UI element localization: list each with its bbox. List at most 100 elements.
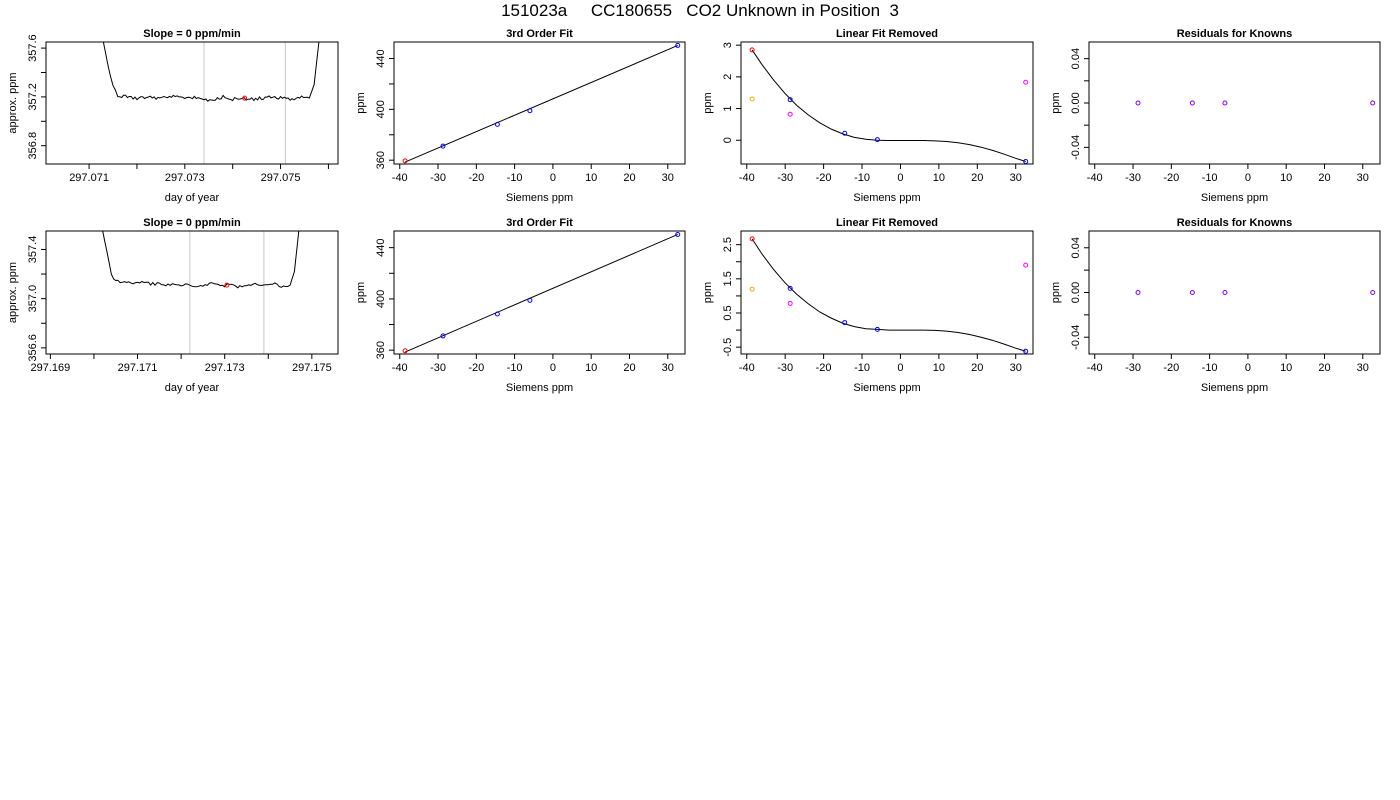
x-axis-label: day of year [165,192,220,204]
x-tick-label: 20 [971,172,983,184]
data-point [874,326,880,332]
plot-area [1135,100,1376,106]
data-point [675,231,681,237]
plot-frame [740,230,1034,355]
panel-8: Residuals for Knowns -40 -30 -20 -10 0 10 20 30 -… [1050,217,1381,394]
data-point [749,236,755,242]
x-tick-label: 297.071 [69,172,109,184]
x-tick-label: -30 [430,362,446,374]
y-tick-label: 0.04 [1070,48,1082,69]
y-axis-label: ppm [1050,282,1062,303]
x-tick-label: 30 [1010,362,1022,374]
x-axis-label: Siemens ppm [1201,192,1268,204]
data-point [874,137,880,143]
panel-4: Residuals for Knowns -40 -30 -20 -10 0 10 20 30 -… [1050,28,1381,204]
data-point [1135,100,1141,106]
x-tick-label: 20 [1318,362,1330,374]
y-axis-label: ppm [702,92,714,113]
x-tick-label: -30 [777,172,793,184]
x-tick-label: 30 [1010,172,1022,184]
x-tick-label: 0 [550,362,556,374]
x-tick-label: -40 [392,362,408,374]
x-tick-label: 20 [623,362,635,374]
x-tick-label: 297.175 [292,362,332,374]
x-tick-label: -10 [854,172,870,184]
y-tick-label: 3 [722,42,734,48]
x-tick-label: 10 [933,362,945,374]
x-tick-label: 0 [550,172,556,184]
y-tick-label: -0.04 [1070,135,1082,160]
x-tick-label: 297.073 [165,172,205,184]
x-tick-label: -10 [854,362,870,374]
x-tick-label: 10 [585,172,597,184]
y-tick-label: 2.5 [722,237,734,252]
x-tick-label: 10 [1280,362,1292,374]
y-tick-label: 0.00 [1070,282,1082,303]
plot-frame [45,230,339,355]
data-point [1189,100,1195,106]
y-tick-label: 357.4 [27,236,39,264]
data-point [440,143,446,149]
plot-frame [1088,41,1381,165]
y-axis-label: approx. ppm [7,262,19,323]
x-tick-label: -30 [777,362,793,374]
data-point [1135,290,1141,295]
x-tick-label: 10 [1280,172,1292,184]
x-tick-label: 20 [971,362,983,374]
x-tick-label: 30 [1357,362,1369,374]
x-axis-label: Siemens ppm [1201,382,1268,394]
panel-2: 3rd Order Fit -40 -30 -20 -10 0 10 20 30 360 400 44… [355,28,686,204]
series-line [102,42,320,102]
data-point [402,348,408,354]
plot-area [102,231,300,289]
data-point [1023,158,1029,164]
y-tick-label: -0.04 [1070,325,1082,350]
x-tick-label: -20 [816,362,832,374]
y-tick-label: 356.6 [27,334,39,362]
x-tick-label: 297.169 [30,362,70,374]
panel-title: Linear Fit Removed [836,217,938,229]
x-tick-label: -30 [1125,362,1141,374]
x-tick-label: -40 [1087,172,1103,184]
x-tick-label: 297.173 [205,362,245,374]
panel-title: Slope = 0 ppm/min [143,28,241,40]
data-point [1023,348,1029,354]
data-point [675,42,681,48]
x-tick-label: -10 [1202,362,1218,374]
y-axis-label: ppm [702,282,714,303]
plot-frame [393,230,686,355]
data-point [1370,100,1376,106]
x-axis-label: Siemens ppm [853,192,920,204]
panel-7: Linear Fit Removed -40 -30 -20 -10 0 10 20 30 -0.… [702,217,1034,394]
data-point [1023,79,1029,85]
x-tick-label: -10 [507,362,523,374]
y-axis-label: ppm [355,92,367,113]
x-tick-label: 0 [897,362,903,374]
fit-line [404,44,678,163]
x-tick-label: -20 [1163,172,1179,184]
data-point [440,333,446,339]
y-tick-label: -0.5 [722,338,734,357]
x-tick-label: -40 [739,172,755,184]
x-tick-label: -40 [1087,362,1103,374]
data-point [1023,262,1029,268]
y-tick-label: 440 [375,238,387,256]
panel-6: 3rd Order Fit -40 -30 -20 -10 0 10 20 30 360 400 44… [355,217,686,394]
x-axis-label: day of year [165,382,220,394]
data-point [749,96,755,102]
x-tick-label: 30 [662,172,674,184]
y-tick-label: 1.5 [722,271,734,286]
plot-area [749,47,1029,164]
x-tick-label: 30 [662,362,674,374]
y-tick-label: 356.8 [27,132,39,160]
x-tick-label: -40 [739,362,755,374]
panel-title: Slope = 0 ppm/min [143,217,241,229]
x-tick-label: -10 [507,172,523,184]
y-tick-label: 0 [722,137,734,143]
x-tick-label: -30 [430,172,446,184]
x-axis-label: Siemens ppm [506,382,573,394]
x-tick-label: 297.171 [118,362,158,374]
y-tick-label: 357.2 [27,83,39,111]
plot-area [402,231,681,354]
